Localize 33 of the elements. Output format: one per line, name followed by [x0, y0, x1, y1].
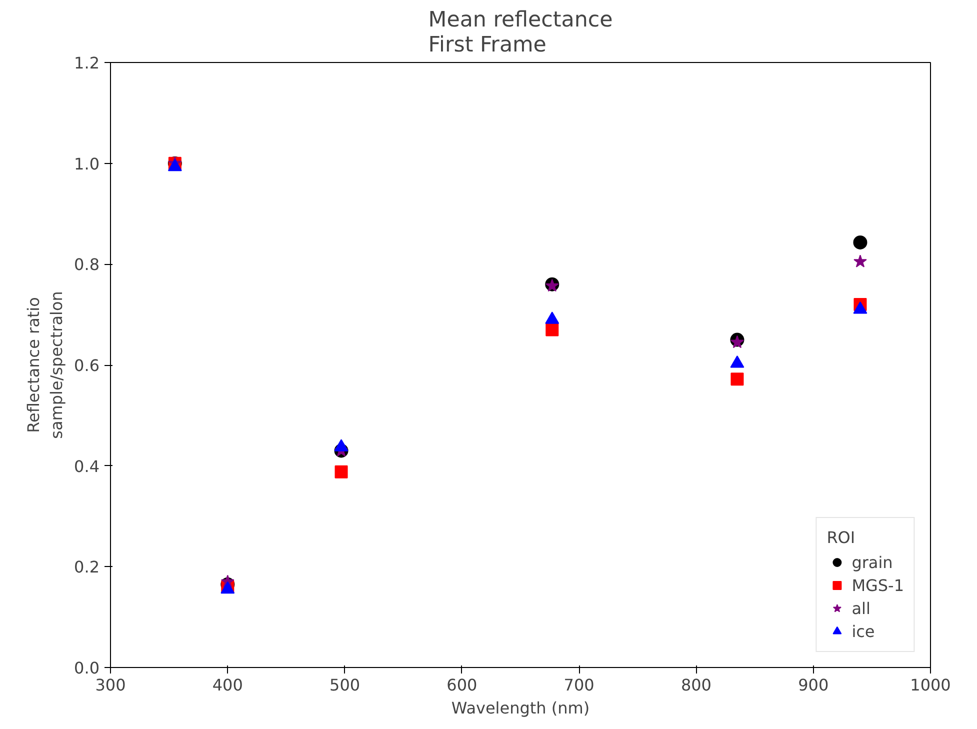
y-axis-title: Reflectance ratio sample/spectralon — [24, 291, 66, 439]
x-tick-label: 800 — [680, 676, 712, 694]
chart-title: Mean reflectance First Frame — [428, 8, 613, 58]
point — [730, 335, 744, 348]
legend-label: MGS-1 — [852, 576, 904, 594]
y-tick-label: 0.4 — [74, 456, 100, 476]
y-tick-label: 0.2 — [74, 558, 100, 577]
point — [730, 372, 744, 386]
y-tick-label: 0.6 — [74, 356, 100, 375]
legend-label: all — [852, 598, 872, 618]
x-tick-label: 300 — [95, 676, 126, 694]
x-tick-label: 900 — [798, 676, 829, 694]
x-tick-label: 700 — [564, 676, 594, 694]
x-axis-title: Wavelength (nm) — [451, 698, 590, 718]
y-tick-label: 0.8 — [74, 255, 100, 274]
point — [334, 465, 348, 478]
legend-title: ROI — [826, 528, 856, 547]
point — [853, 302, 868, 314]
point — [854, 254, 867, 268]
x-tick-label: 600 — [446, 676, 478, 694]
y-tick-label: 0.0 — [74, 658, 100, 678]
x-tick-label: 400 — [212, 676, 243, 694]
point — [853, 236, 868, 250]
x-tick-label: 500 — [330, 676, 360, 694]
point — [334, 439, 348, 452]
y-tick-label: 1.2 — [74, 54, 100, 72]
x-tick-label: 1000 — [910, 676, 951, 694]
point — [546, 323, 559, 336]
legend-label: ice — [852, 622, 875, 640]
y-tick-label: 1.0 — [74, 154, 100, 174]
point — [545, 312, 560, 324]
point — [730, 355, 744, 368]
legend-label: grain — [852, 552, 893, 572]
